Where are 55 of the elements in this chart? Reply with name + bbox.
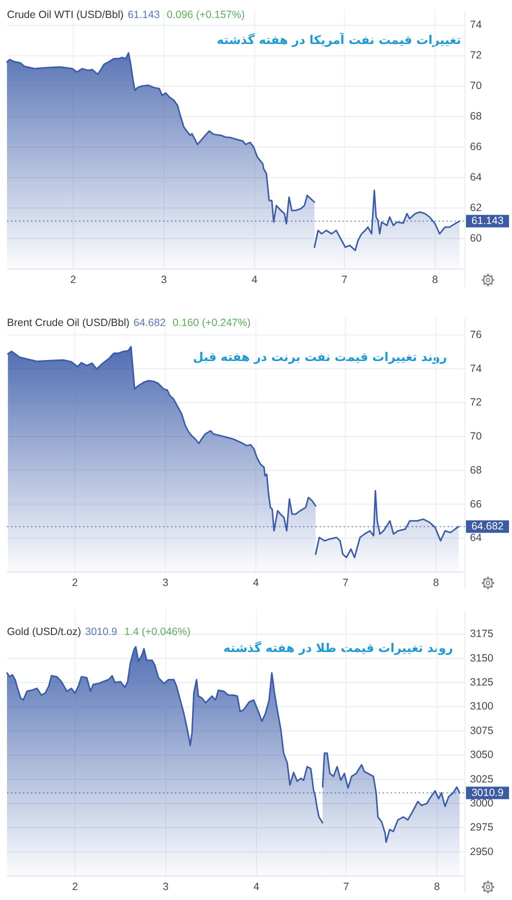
annotation: 0.096 (+0.157%) (166, 9, 245, 21)
x-tick-label: 2 (70, 274, 76, 286)
y-tick-label: 3075 (470, 724, 494, 737)
x-tick-label: 2 (72, 577, 78, 589)
x-tick-label: 7 (342, 577, 349, 589)
x-tick-label: 8 (432, 274, 438, 286)
x-tick-label: 4 (252, 577, 259, 589)
x-tick-label: 3 (160, 274, 167, 286)
x-tick-label: 8 (433, 577, 440, 589)
y-tick-label: 3100 (470, 700, 494, 713)
y-tick-label: 2950 (470, 846, 494, 858)
y-tick-label: 3000 (470, 797, 494, 810)
y-tick-label: 70 (470, 80, 482, 92)
chart-title: Brent Crude Oil (USD/Bbl) (7, 317, 130, 329)
y-tick-label: 74 (470, 19, 482, 32)
y-tick-label: 68 (470, 110, 482, 123)
x-tick-label: 2 (72, 881, 78, 893)
chart-title: Crude Oil WTI (USD/Bbl) (7, 9, 124, 21)
y-tick-label: 64 (470, 172, 482, 184)
y-tick-label: 72 (470, 50, 482, 62)
x-tick-label: 3 (162, 881, 169, 893)
annotation: 0.160 (+0.247%) (172, 317, 251, 329)
annotation: 1.4 (+0.046%) (124, 626, 190, 638)
x-tick-label: 4 (253, 881, 260, 893)
y-tick-label: 64 (470, 532, 482, 544)
y-tick-label: 66 (470, 141, 482, 154)
y-tick-label: 60 (470, 232, 482, 245)
y-tick-label: 3150 (470, 652, 494, 664)
x-tick-label: 7 (343, 881, 350, 893)
y-tick-label: 62 (470, 202, 482, 214)
annotation: 64.682 (134, 317, 166, 329)
x-tick-label: 4 (252, 274, 258, 286)
text: روند تغییرات قیمت نفت برنت در هفته قبل (193, 350, 448, 364)
y-tick-label: 3125 (470, 676, 494, 689)
y-tick-label: 66 (470, 498, 482, 510)
text: تغییرات قیمت نفت آمریکا در هفته گذشته (216, 32, 461, 47)
y-tick-label: 2975 (470, 822, 494, 834)
annotation: 61.143 (128, 9, 160, 21)
y-tick-label: 3050 (470, 749, 494, 762)
y-tick-label: 76 (470, 328, 482, 341)
y-tick-label: 70 (470, 430, 482, 443)
y-tick-label: 68 (470, 464, 482, 476)
x-tick-label: 7 (341, 274, 348, 286)
x-tick-label: 3 (162, 577, 168, 589)
y-tick-label: 3175 (470, 628, 494, 640)
x-tick-label: 8 (434, 881, 440, 893)
y-tick-label: 74 (470, 362, 482, 375)
ref-line-label: 3010.9 (471, 786, 504, 799)
text: Gold (USD/t.oz) (7, 626, 82, 638)
ref-line-label: 61.143 (471, 215, 504, 228)
text: روند تغییرات قیمت طلا در هفته گذشته (223, 641, 454, 655)
ref-line-label: 64.682 (471, 520, 504, 533)
y-tick-label: 3025 (470, 773, 494, 786)
y-tick-label: 72 (470, 396, 482, 409)
annotation: 3010.9 (85, 626, 118, 638)
